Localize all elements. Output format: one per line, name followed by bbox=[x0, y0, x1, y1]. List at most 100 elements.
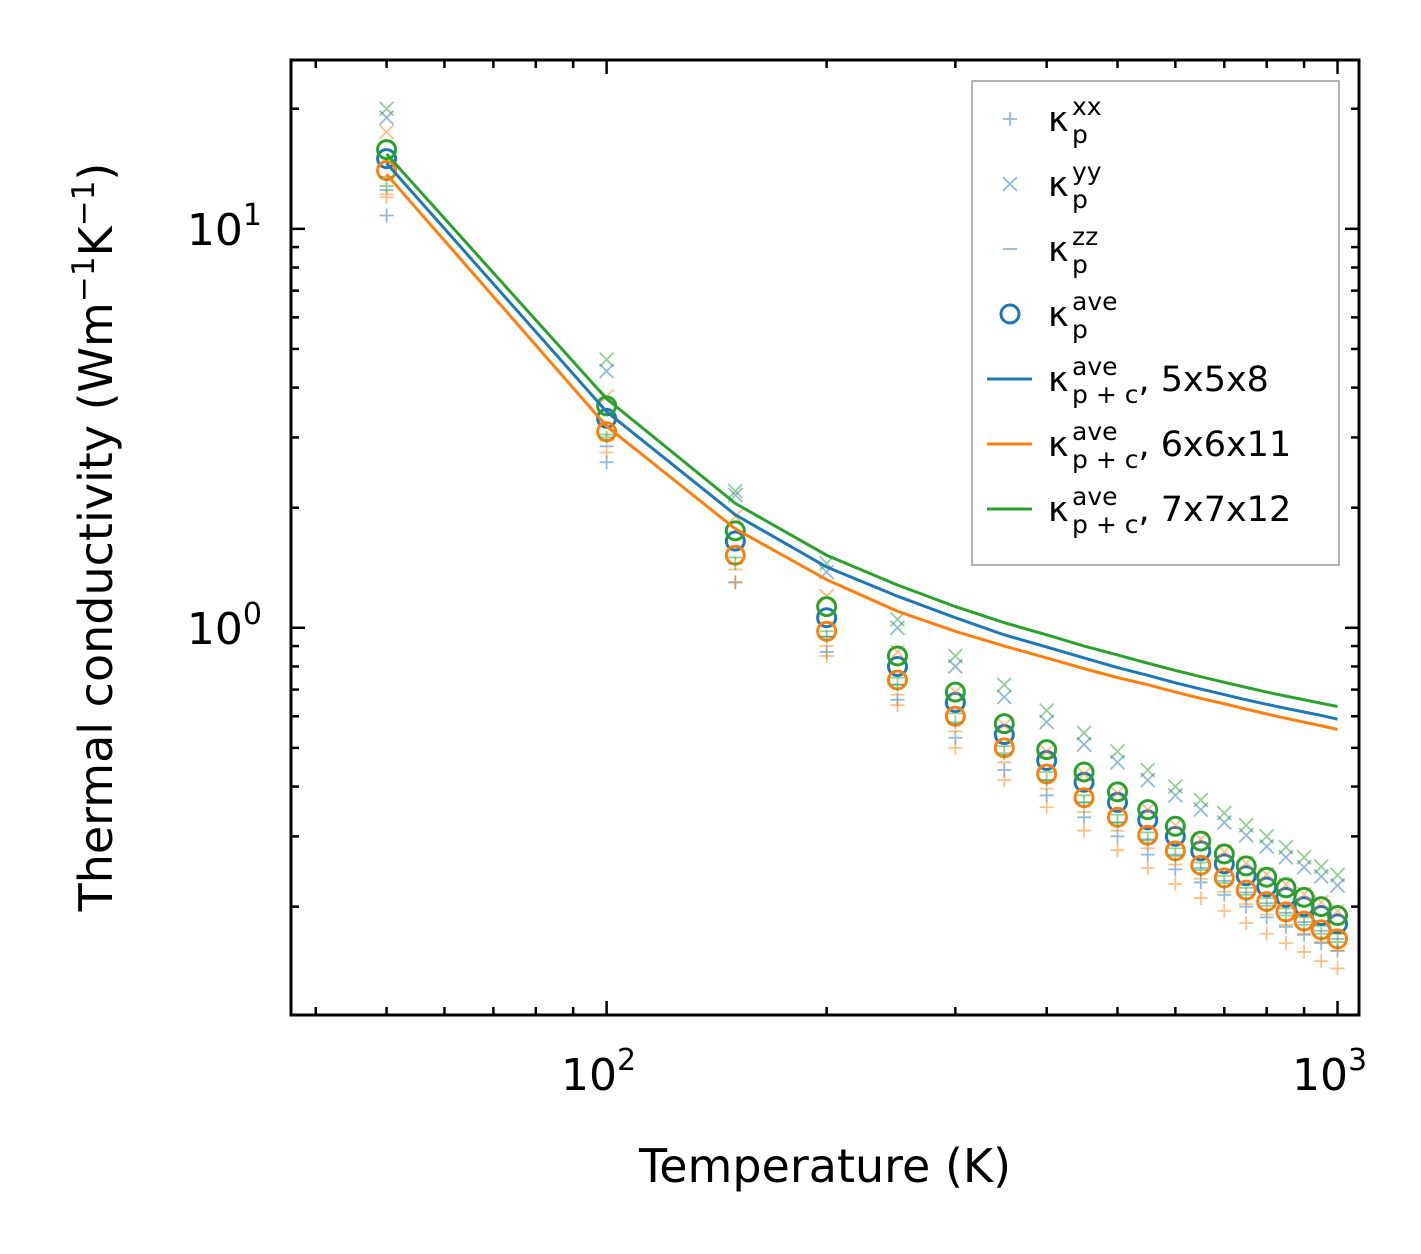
point-5x5x8-kave-150K bbox=[724, 530, 746, 552]
point-5x5x8-kave-50K bbox=[376, 148, 398, 170]
legend-item-1: κ xx p bbox=[1003, 92, 1102, 149]
point-7x7x12-kave-250K bbox=[886, 645, 908, 667]
point-5x5x8-kave-750K bbox=[1235, 865, 1257, 887]
point-7x7x12-kave-700K bbox=[1213, 843, 1235, 865]
legend-label: κ ave p + c, 6x6x11 bbox=[1048, 417, 1291, 474]
series-line-6x6x11 bbox=[385, 173, 1338, 731]
point-5x5x8-kave-700K bbox=[1213, 853, 1235, 875]
point-7x7x12-kxx-600K bbox=[1168, 848, 1183, 863]
y-axis-label-exp2: −1 bbox=[66, 181, 102, 227]
legend-item-2: κ yy p bbox=[1002, 157, 1102, 214]
point-7x7x12-kyy-50K bbox=[378, 101, 395, 117]
point-7x7x12-kave-400K bbox=[1036, 739, 1058, 761]
point-5x5x8-kyy-500K bbox=[1109, 754, 1126, 770]
point-7x7x12-kyy-800K bbox=[1259, 828, 1275, 845]
point-5x5x8-kxx-50K bbox=[379, 208, 394, 223]
point-7x7x12-kave-200K bbox=[816, 596, 838, 618]
tick-labels: 102 103 100 101 bbox=[187, 198, 1367, 1101]
legend-item-6: κ ave p + c, 6x6x11 bbox=[987, 417, 1291, 474]
point-7x7x12-kxx-450K bbox=[1077, 795, 1092, 810]
data-markers bbox=[376, 101, 1349, 976]
point-5x5x8-kxx-550K bbox=[1140, 847, 1155, 862]
point-7x7x12-kyy-450K bbox=[1076, 725, 1092, 741]
point-6x6x11-kxx-300K bbox=[948, 740, 963, 755]
point-6x6x11-kxx-900K bbox=[1297, 944, 1312, 959]
point-7x7x12-kyy-550K bbox=[1140, 762, 1156, 778]
point-7x7x12-kxx-550K bbox=[1140, 833, 1155, 848]
series-line-7x7x12 bbox=[385, 153, 1338, 708]
point-7x7x12-kyy-900K bbox=[1296, 849, 1312, 865]
legend-marker-swatch bbox=[999, 303, 1021, 325]
point-7x7x12-kyy-500K bbox=[1109, 743, 1126, 760]
point-5x5x8-kave-250K bbox=[886, 655, 908, 677]
point-7x7x12-kxx-850K bbox=[1278, 908, 1293, 923]
point-5x5x8-kave-200K bbox=[816, 607, 838, 629]
point-6x6x11-kxx-600K bbox=[1168, 876, 1183, 891]
point-6x6x11-kxx-400K bbox=[1039, 800, 1054, 815]
y-tick-label-10: 101 bbox=[187, 198, 262, 256]
point-6x6x11-kyy-600K bbox=[1167, 817, 1184, 833]
point-7x7x12-kxx-1000K bbox=[1330, 935, 1345, 950]
x-axis-label: Temperature (K) bbox=[638, 1139, 1011, 1193]
point-7x7x12-kave-150K bbox=[724, 520, 746, 542]
y-axis-label-suffix: ) bbox=[69, 163, 123, 181]
point-5x5x8-kxx-400K bbox=[1039, 788, 1054, 803]
point-5x5x8-kxx-500K bbox=[1110, 829, 1125, 844]
point-7x7x12-kave-450K bbox=[1073, 761, 1095, 783]
point-6x6x11-kxx-850K bbox=[1278, 936, 1293, 951]
series-line-5x5x8 bbox=[385, 162, 1338, 721]
point-7x7x12-kave-500K bbox=[1106, 781, 1128, 803]
point-7x7x12-kxx-800K bbox=[1259, 898, 1274, 913]
point-7x7x12-kyy-400K bbox=[1039, 702, 1055, 719]
point-6x6x11-kxx-650K bbox=[1193, 891, 1208, 906]
point-7x7x12-kyy-950K bbox=[1313, 858, 1329, 875]
point-7x7x12-kxx-900K bbox=[1297, 917, 1312, 932]
point-6x6x11-kyy-550K bbox=[1140, 802, 1156, 818]
legend-label: κ yy p bbox=[1048, 157, 1102, 214]
series-lines bbox=[385, 153, 1338, 731]
x-tick-label-100: 102 bbox=[561, 1043, 636, 1101]
point-6x6x11-kxx-800K bbox=[1259, 926, 1274, 941]
legend-item-5: κ ave p + c, 5x5x8 bbox=[987, 352, 1269, 409]
point-6x6x11-kxx-150K bbox=[728, 575, 743, 590]
point-7x7x12-kxx-150K bbox=[728, 556, 743, 571]
point-7x7x12-kave-800K bbox=[1256, 866, 1278, 888]
point-6x6x11-kxx-1000K bbox=[1330, 961, 1345, 976]
point-7x7x12-kxx-100K bbox=[599, 430, 614, 445]
point-6x6x11-kxx-450K bbox=[1077, 823, 1092, 838]
point-7x7x12-kyy-650K bbox=[1193, 792, 1209, 808]
point-6x6x11-kxx-200K bbox=[819, 648, 834, 663]
plot-frame bbox=[289, 58, 1361, 1017]
point-7x7x12-kxx-950K bbox=[1314, 926, 1329, 941]
point-7x7x12-kave-300K bbox=[944, 681, 966, 703]
x-tick-label-1000: 103 bbox=[1292, 1043, 1367, 1101]
point-6x6x11-kxx-550K bbox=[1140, 860, 1155, 875]
legend-box bbox=[971, 80, 1340, 566]
point-7x7x12-kave-950K bbox=[1310, 896, 1332, 918]
y-tick-label-1: 100 bbox=[187, 597, 262, 655]
y-axis-label-prefix: Thermal conductivity (Wm bbox=[69, 302, 123, 912]
legend-item-7: κ ave p + c, 7x7x12 bbox=[987, 482, 1291, 539]
point-7x7x12-kave-650K bbox=[1190, 830, 1212, 852]
point-6x6x11-kxx-700K bbox=[1217, 904, 1232, 919]
point-7x7x12-kyy-850K bbox=[1278, 839, 1294, 855]
point-5x5x8-kxx-700K bbox=[1217, 887, 1232, 902]
legend: κ xx p κ yy p κ zz p κ ave p κ ave p + c, 5x5x8 κ ave p +… bbox=[971, 80, 1340, 566]
legend-item-3: κ zz p bbox=[1003, 222, 1098, 279]
y-axis-label-mid: K bbox=[69, 224, 123, 256]
point-7x7x12-kxx-350K bbox=[997, 746, 1012, 761]
point-6x6x11-kyy-300K bbox=[947, 684, 963, 700]
point-7x7x12-kxx-700K bbox=[1217, 876, 1232, 891]
point-5x5x8-kxx-650K bbox=[1193, 875, 1208, 890]
point-6x6x11-kxx-750K bbox=[1239, 915, 1254, 930]
point-7x7x12-kave-600K bbox=[1164, 815, 1186, 837]
point-7x7x12-kxx-50K bbox=[379, 179, 394, 194]
point-5x5x8-kxx-750K bbox=[1239, 899, 1254, 914]
point-7x7x12-kave-900K bbox=[1293, 886, 1315, 908]
legend-label: κ ave p + c, 5x5x8 bbox=[1048, 352, 1269, 409]
point-5x5x8-kave-300K bbox=[944, 691, 966, 713]
point-7x7x12-kave-50K bbox=[376, 139, 398, 161]
point-7x7x12-kave-350K bbox=[993, 713, 1015, 735]
legend-label: κ zz p bbox=[1048, 222, 1098, 279]
